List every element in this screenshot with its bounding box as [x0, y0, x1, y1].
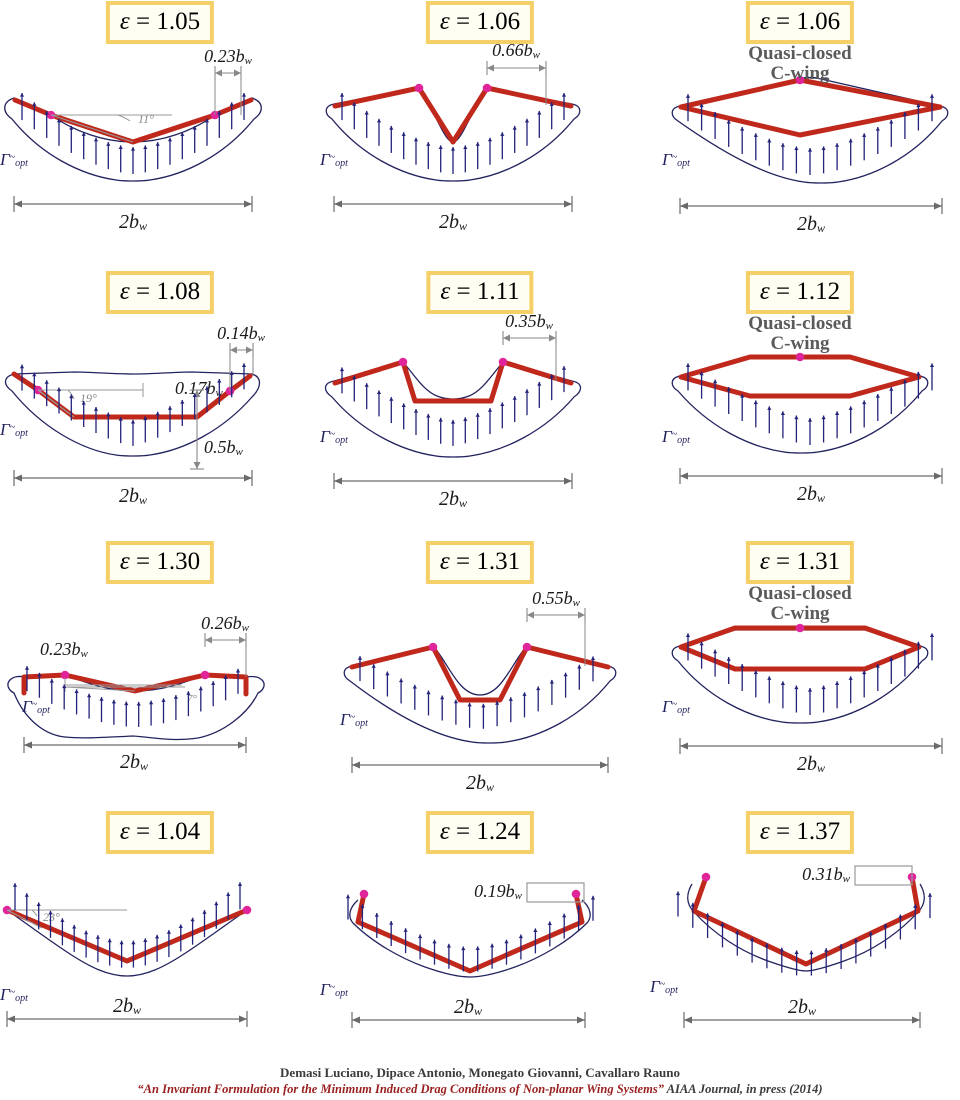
svg-text:2bw: 2bw	[119, 485, 147, 507]
svg-text:Γ~opt: Γ~opt	[0, 150, 28, 169]
svg-text:Γ~opt: Γ~opt	[320, 427, 348, 446]
svg-text:2bw: 2bw	[797, 753, 825, 775]
svg-text:2bw: 2bw	[439, 211, 467, 233]
svg-text:2bw: 2bw	[113, 995, 141, 1017]
svg-text:Γ~opt: Γ~opt	[661, 427, 690, 446]
svg-text:Γ~opt: Γ~opt	[0, 420, 28, 439]
svg-text:2bw: 2bw	[439, 488, 467, 510]
svg-text:0.26bw: 0.26bw	[201, 613, 250, 634]
svg-text:0.19bw: 0.19bw	[474, 881, 523, 902]
svg-text:2bw: 2bw	[797, 213, 825, 235]
svg-text:19°: 19°	[80, 391, 97, 405]
svg-text:Γ~opt: Γ~opt	[320, 150, 348, 169]
svg-text:Γ~opt: Γ~opt	[339, 710, 368, 729]
svg-text:0.23bw: 0.23bw	[40, 639, 89, 660]
svg-text:0.23bw: 0.23bw	[204, 46, 253, 67]
svg-text:0.14bw: 0.14bw	[217, 323, 266, 344]
svg-text:Γ~opt: Γ~opt	[320, 980, 348, 999]
svg-text:0.55bw: 0.55bw	[532, 588, 581, 609]
svg-text:2bw: 2bw	[797, 483, 825, 505]
svg-text:2bw: 2bw	[119, 211, 147, 233]
svg-text:2bw: 2bw	[466, 772, 494, 794]
svg-text:2bw: 2bw	[454, 996, 482, 1018]
svg-text:Γ~opt: Γ~opt	[649, 977, 678, 996]
svg-text:Γ~opt: Γ~opt	[0, 985, 28, 1004]
svg-text:0.5bw: 0.5bw	[204, 437, 244, 458]
svg-text:Γ~opt: Γ~opt	[661, 150, 690, 169]
svg-text:Γ~opt: Γ~opt	[21, 697, 50, 716]
svg-text:2bw: 2bw	[788, 996, 816, 1018]
svg-text:Γ~opt: Γ~opt	[661, 697, 690, 716]
svg-text:11°: 11°	[138, 112, 154, 126]
svg-text:23°: 23°	[43, 910, 60, 924]
svg-text:0.31bw: 0.31bw	[802, 864, 851, 885]
svg-text:2bw: 2bw	[120, 751, 148, 773]
